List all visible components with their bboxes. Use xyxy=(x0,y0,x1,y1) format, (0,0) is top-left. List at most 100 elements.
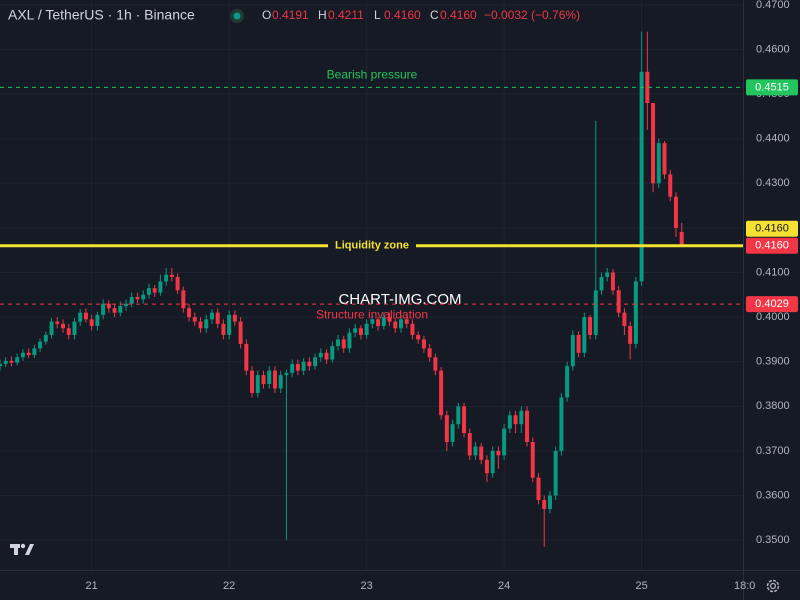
watermark: CHART-IMG.COM xyxy=(338,291,461,308)
candle-body xyxy=(467,433,472,456)
candle-body xyxy=(502,428,507,456)
last-price-label: 0.4160 xyxy=(755,240,789,252)
candle-body xyxy=(347,332,352,349)
price-tag xyxy=(746,220,798,237)
candle-body xyxy=(318,352,323,358)
candle-body xyxy=(553,450,558,496)
candle-body xyxy=(341,339,346,349)
candle-body xyxy=(656,143,661,184)
candle-body xyxy=(158,281,163,293)
candle-body xyxy=(101,303,106,315)
candle-body xyxy=(364,323,369,335)
price-tag-label: 0.4515 xyxy=(755,81,789,93)
ohlc-key: O xyxy=(262,8,271,22)
candle-body xyxy=(439,370,444,416)
candle-body xyxy=(324,352,329,360)
candle-body xyxy=(209,312,214,320)
candle-body xyxy=(118,305,123,313)
candle-body xyxy=(55,321,60,324)
candle-body xyxy=(433,357,438,371)
candle-body xyxy=(582,317,587,353)
candle-body xyxy=(576,334,581,353)
candle-body xyxy=(358,328,363,335)
candle-body xyxy=(38,341,43,349)
ohlc-key: C xyxy=(430,8,439,22)
candle-body xyxy=(404,319,409,324)
y-tick-label: 0.3500 xyxy=(756,534,790,546)
candle-body xyxy=(61,323,66,329)
candle-body xyxy=(0,363,2,367)
candle-body xyxy=(353,328,358,333)
candle-body xyxy=(307,361,312,367)
candle-body xyxy=(479,446,484,460)
x-tick-label: 22 xyxy=(223,580,235,592)
change: −0.0032 (−0.76%) xyxy=(484,8,580,22)
candle-body xyxy=(232,314,237,322)
candle-body xyxy=(633,281,638,344)
y-tick-label: 0.4300 xyxy=(756,177,790,189)
price-tag-label: 0.4160 xyxy=(755,223,789,235)
candle-body xyxy=(215,312,220,324)
grid xyxy=(0,0,743,570)
candle-body xyxy=(399,319,404,329)
price-tag-label: 0.4029 xyxy=(755,298,789,310)
y-tick-label: 0.4700 xyxy=(756,0,790,11)
plot: CHART-IMG.COM Bearish pressure Liquidity z… xyxy=(0,31,743,547)
ohlc-key: L xyxy=(374,8,381,22)
candle-body xyxy=(112,308,117,313)
ohlc-value: 0.4211 xyxy=(328,8,364,22)
candle-body xyxy=(295,363,300,371)
candle-body xyxy=(152,288,157,293)
candle-body xyxy=(89,319,94,327)
candle-body xyxy=(525,410,530,442)
candle-body xyxy=(204,319,209,329)
candle-body xyxy=(66,328,71,335)
candle-body xyxy=(175,276,180,291)
candle-body xyxy=(244,343,249,371)
candle-body xyxy=(278,375,283,389)
candle-body xyxy=(559,397,564,451)
candle-body xyxy=(370,319,375,324)
candle-body xyxy=(513,415,518,425)
y-tick-label: 0.4100 xyxy=(756,266,790,278)
candle-body xyxy=(250,370,255,393)
candle-body xyxy=(227,314,232,335)
candle-body xyxy=(330,346,335,360)
candle-body xyxy=(267,370,272,385)
price-tag xyxy=(746,296,798,313)
candle-body xyxy=(198,321,203,329)
candle-body xyxy=(106,303,111,309)
candle-body xyxy=(78,312,83,322)
candle-body xyxy=(124,303,129,306)
candle-body xyxy=(616,290,621,313)
candle-body xyxy=(381,317,386,327)
candle-body xyxy=(496,450,501,456)
candle-body xyxy=(473,446,478,456)
last-price-tag xyxy=(746,237,798,254)
axes: 0.3500 0.3600 0.3700 0.3800 0.3900 0.4000 0.41… xyxy=(86,0,798,592)
x-tick-label: 21 xyxy=(86,580,98,592)
candle-body xyxy=(651,103,656,184)
candle-body xyxy=(605,272,610,277)
candle-body xyxy=(507,415,512,429)
candle-body xyxy=(427,348,432,358)
candle-body xyxy=(547,495,552,509)
candle-body xyxy=(450,424,455,442)
candle-body xyxy=(376,319,381,327)
x-tick-label: 23 xyxy=(361,580,373,592)
y-tick-label: 0.4400 xyxy=(756,133,790,145)
candle-body xyxy=(490,450,495,474)
price-tag xyxy=(746,79,798,96)
candle-body xyxy=(410,323,415,335)
candle-body xyxy=(187,308,192,318)
y-tick-label: 0.3900 xyxy=(756,356,790,368)
candle-body xyxy=(622,312,627,327)
candle-body xyxy=(169,274,174,277)
candle-body xyxy=(49,321,54,335)
candle-body xyxy=(284,372,289,376)
candle-body xyxy=(9,360,14,363)
chart-title: AXL / TetherUS · 1h · Binance xyxy=(8,7,195,23)
candle-body xyxy=(129,297,134,304)
y-tick-label: 0.4000 xyxy=(756,311,790,323)
settings-icon[interactable] xyxy=(766,579,780,593)
